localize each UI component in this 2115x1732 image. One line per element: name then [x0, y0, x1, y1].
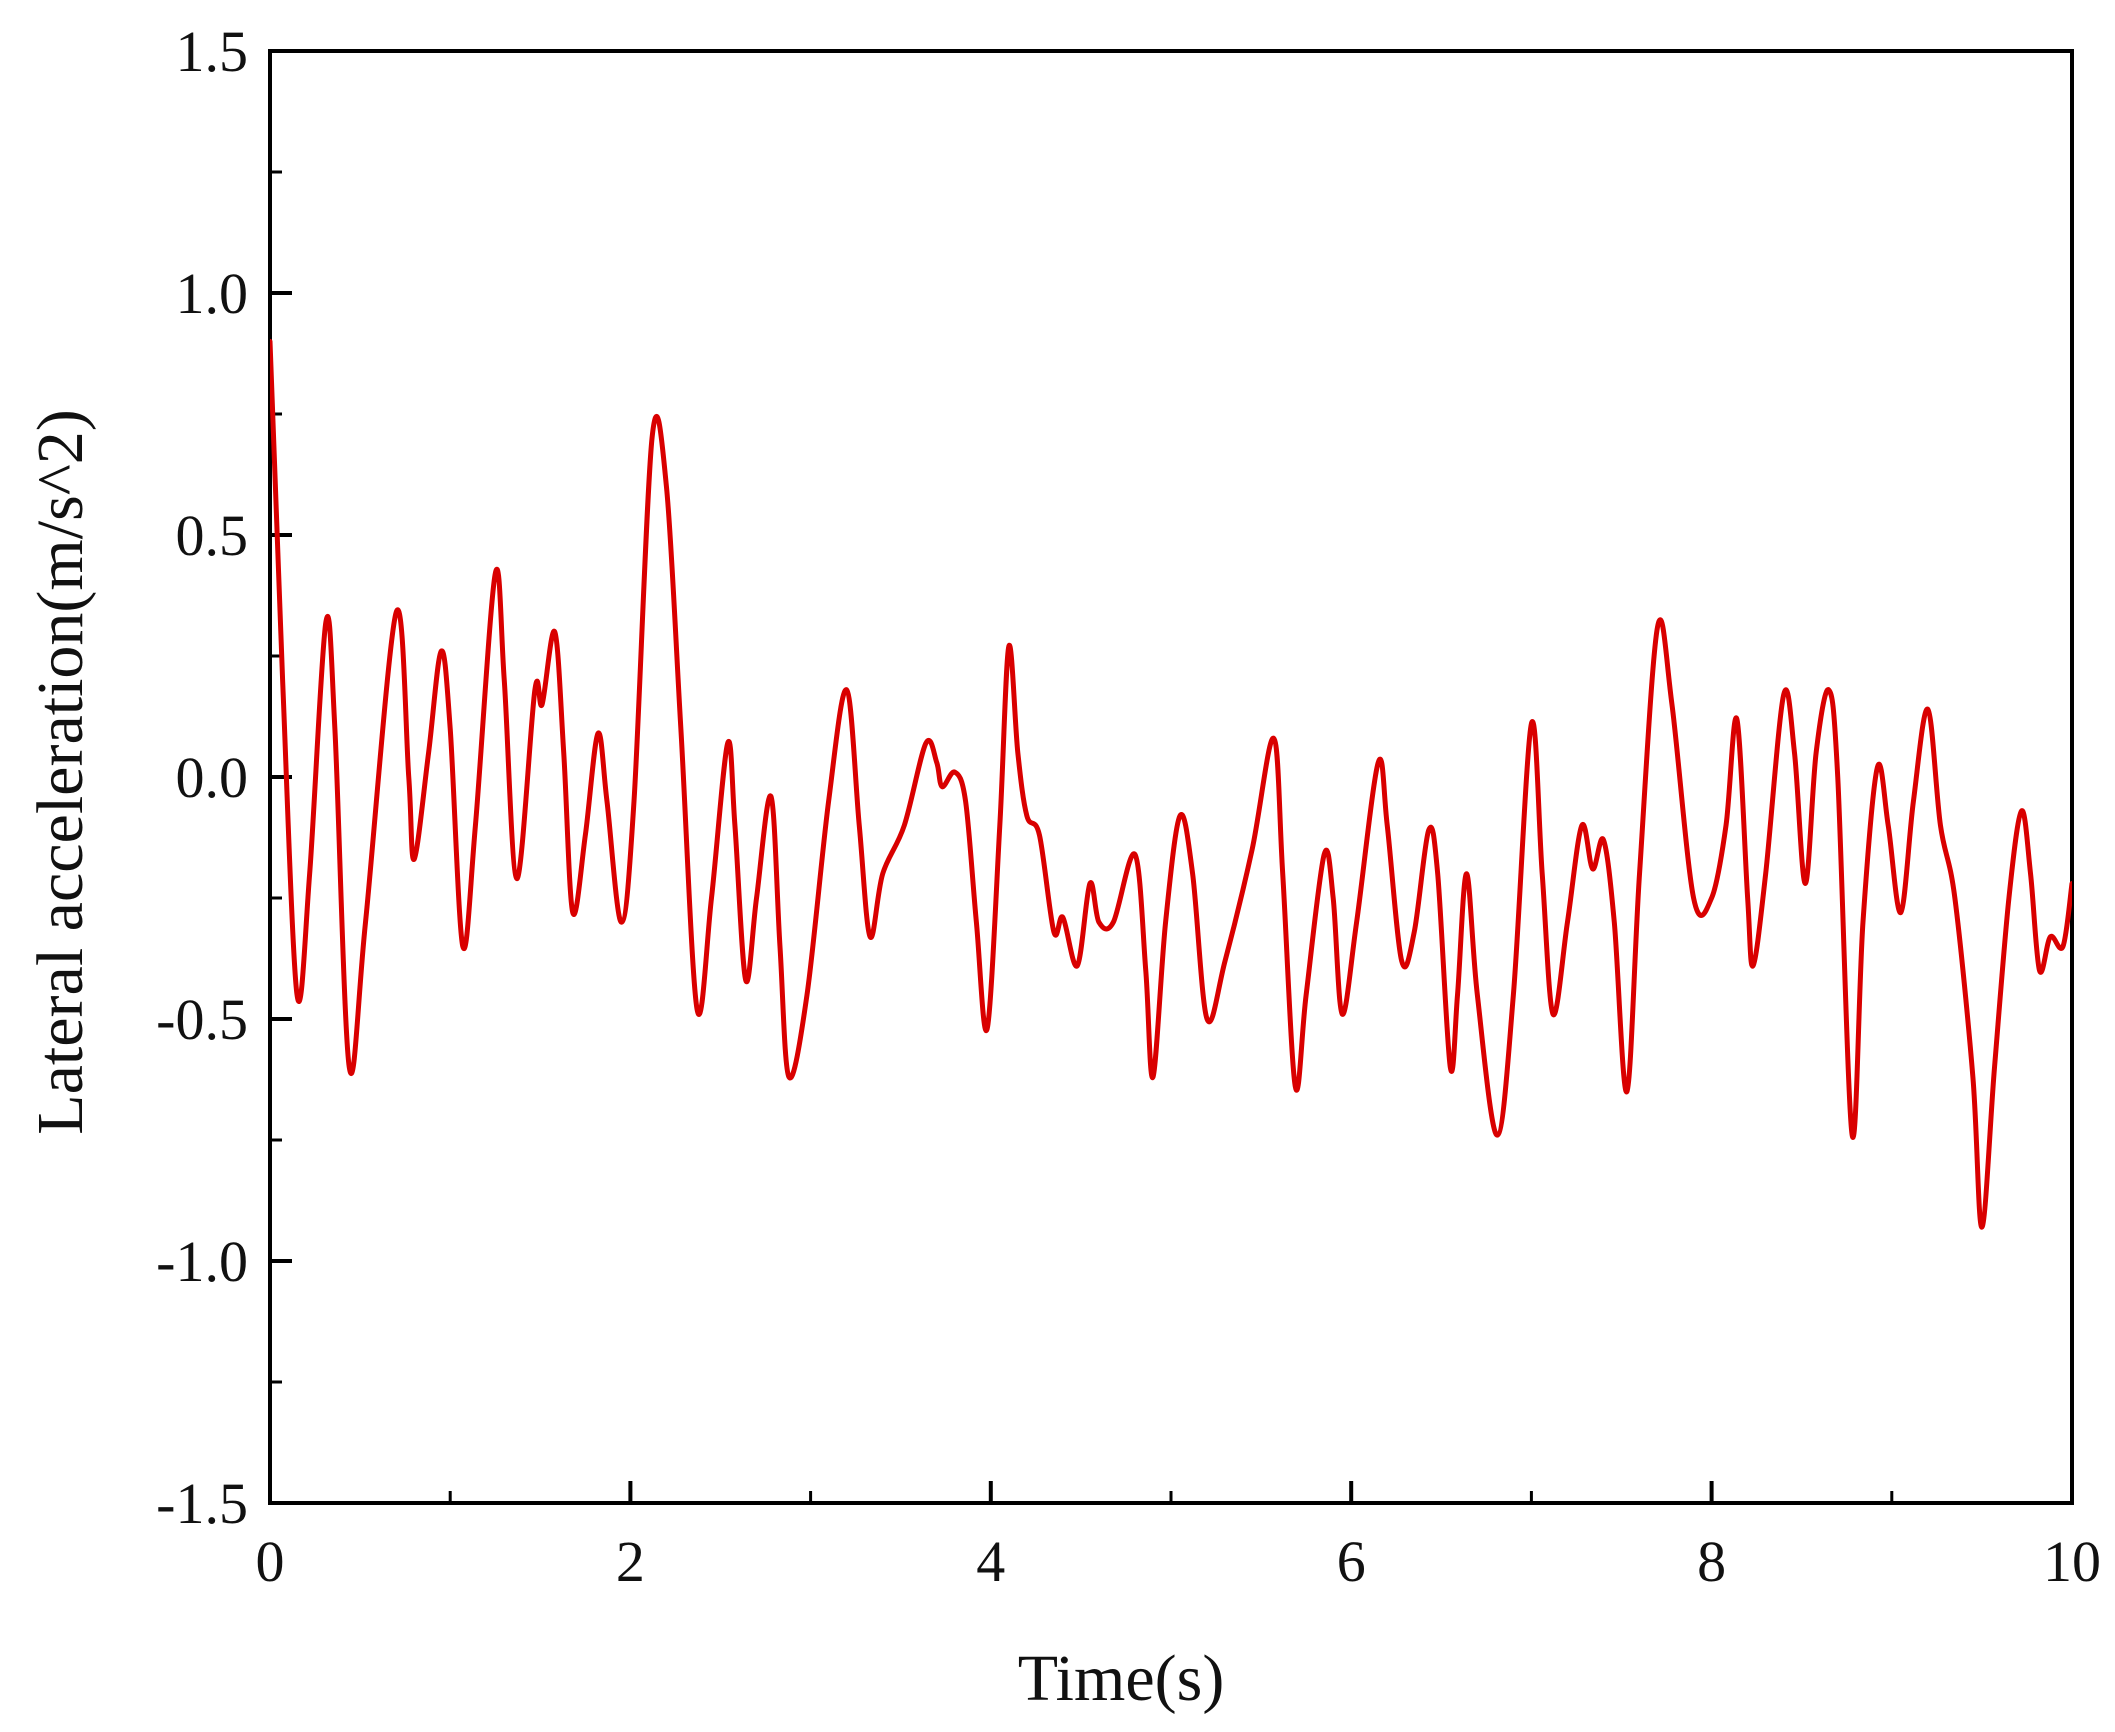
axes-layer: 0 2 4 6 8 10 -1.5 -1.0 -0.5 0.0 0.5 1.0 1.5 — [156, 19, 2101, 1594]
x-tick-label: 2 — [616, 1529, 645, 1594]
x-tick-label: 4 — [976, 1529, 1005, 1594]
y-axis-title: Lateral acceleration(m/s^2) — [24, 409, 97, 1134]
y-tick-label: 1.0 — [176, 261, 249, 326]
x-tick-label: 8 — [1697, 1529, 1726, 1594]
plot-frame — [268, 49, 2074, 1505]
x-axis-title: Time(s) — [1018, 1642, 1225, 1715]
series-layer — [270, 338, 2072, 1230]
series-line — [270, 338, 2072, 1230]
y-tick-label: -0.5 — [156, 987, 248, 1052]
x-tick-label: 10 — [2043, 1529, 2101, 1594]
y-tick-label: 0.5 — [176, 503, 249, 568]
x-tick-label: 6 — [1337, 1529, 1366, 1594]
y-tick-label: -1.0 — [156, 1229, 248, 1294]
y-tick-label: 0.0 — [176, 745, 249, 810]
y-tick-label: -1.5 — [156, 1471, 248, 1536]
y-tick-label: 1.5 — [176, 19, 249, 84]
x-tick-label: 0 — [256, 1529, 285, 1594]
